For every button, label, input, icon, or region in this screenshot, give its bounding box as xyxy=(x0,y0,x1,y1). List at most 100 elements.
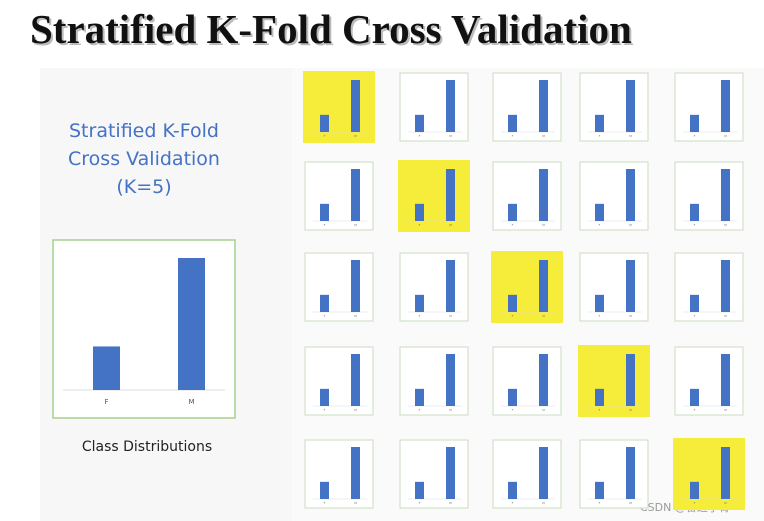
train-fold xyxy=(304,161,374,231)
train-fold xyxy=(399,252,469,322)
train-fold xyxy=(674,252,744,322)
mini-bar xyxy=(508,481,517,499)
mini-bar xyxy=(690,294,699,312)
mini-bar xyxy=(690,481,699,499)
mini-label: M xyxy=(354,408,357,412)
mini-label: M xyxy=(724,314,727,318)
mini-label: M xyxy=(542,223,545,227)
train-fold xyxy=(674,161,744,231)
mini-label: F xyxy=(512,408,514,412)
mini-bar xyxy=(626,447,635,499)
heading-line: Cross Validation xyxy=(68,148,220,170)
train-fold xyxy=(399,439,469,509)
mini-bar xyxy=(595,294,604,312)
mini-bar xyxy=(626,260,635,312)
heading-line: Stratified K-Fold xyxy=(69,120,219,142)
mini-label: F xyxy=(694,134,696,138)
mini-label: F xyxy=(512,501,514,505)
mini-bar xyxy=(508,203,517,221)
distribution-frame xyxy=(52,239,236,419)
mini-bar xyxy=(446,169,455,221)
mini-bar xyxy=(690,388,699,406)
mini-label: M xyxy=(542,134,545,138)
mini-bar xyxy=(320,114,329,132)
mini-label: F xyxy=(419,408,421,412)
mini-label: M xyxy=(354,314,357,318)
mini-bar xyxy=(351,447,360,499)
mini-bar xyxy=(721,260,730,312)
mini-bar xyxy=(626,354,635,406)
mini-bar xyxy=(721,354,730,406)
test-fold xyxy=(398,160,470,232)
mini-label: M xyxy=(449,408,452,412)
title-shadow: Stratified K-Fold Cross Validation xyxy=(32,8,634,54)
mini-label: F xyxy=(324,408,326,412)
mini-label: M xyxy=(354,134,357,138)
test-fold xyxy=(673,438,745,510)
mini-bar xyxy=(690,114,699,132)
mini-label: M xyxy=(449,134,452,138)
test-fold xyxy=(303,71,375,143)
mini-bar xyxy=(626,80,635,132)
test-fold xyxy=(491,251,563,323)
mini-bar xyxy=(351,260,360,312)
mini-bar xyxy=(508,388,517,406)
mini-bar xyxy=(351,80,360,132)
mini-label: M xyxy=(629,408,632,412)
mini-label: M xyxy=(449,314,452,318)
mini-label: F xyxy=(324,501,326,505)
mini-bar xyxy=(320,203,329,221)
train-fold xyxy=(399,72,469,142)
mini-bar xyxy=(415,203,424,221)
mini-label: M xyxy=(542,501,545,505)
train-fold xyxy=(492,72,562,142)
mini-bar xyxy=(595,388,604,406)
mini-bar xyxy=(721,447,730,499)
caption: Class Distributions xyxy=(82,439,212,455)
mini-bar xyxy=(690,203,699,221)
train-fold xyxy=(492,439,562,509)
mini-label: F xyxy=(419,223,421,227)
mini-bar xyxy=(446,447,455,499)
mini-label: M xyxy=(354,223,357,227)
heading-line: (K=5) xyxy=(116,176,171,198)
mini-label: F xyxy=(419,134,421,138)
mini-label: M xyxy=(449,223,452,227)
mini-bar xyxy=(721,169,730,221)
mini-bar xyxy=(351,354,360,406)
mini-label: F xyxy=(419,501,421,505)
mini-label: M xyxy=(629,501,632,505)
class-label: F xyxy=(104,398,108,406)
class-bar xyxy=(93,346,120,390)
mini-bar xyxy=(415,114,424,132)
train-fold xyxy=(579,161,649,231)
mini-label: F xyxy=(324,223,326,227)
train-fold xyxy=(304,346,374,416)
mini-label: F xyxy=(324,134,326,138)
mini-label: F xyxy=(599,408,601,412)
train-fold xyxy=(674,72,744,142)
mini-bar xyxy=(595,481,604,499)
mini-bar xyxy=(320,481,329,499)
mini-label: M xyxy=(629,134,632,138)
mini-label: F xyxy=(512,134,514,138)
train-fold xyxy=(399,346,469,416)
mini-label: F xyxy=(694,223,696,227)
train-fold xyxy=(492,346,562,416)
mini-bar xyxy=(446,80,455,132)
mini-label: M xyxy=(629,314,632,318)
mini-bar xyxy=(539,260,548,312)
mini-label: M xyxy=(449,501,452,505)
mini-label: M xyxy=(542,314,545,318)
mini-bar xyxy=(595,114,604,132)
mini-bar xyxy=(539,80,548,132)
mini-bar xyxy=(415,388,424,406)
title: Stratified K-Fold Cross Validation xyxy=(30,6,632,52)
mini-bar xyxy=(508,294,517,312)
test-fold xyxy=(578,345,650,417)
mini-label: F xyxy=(599,134,601,138)
mini-bar xyxy=(320,388,329,406)
train-fold xyxy=(579,72,649,142)
class-label: M xyxy=(188,398,194,406)
